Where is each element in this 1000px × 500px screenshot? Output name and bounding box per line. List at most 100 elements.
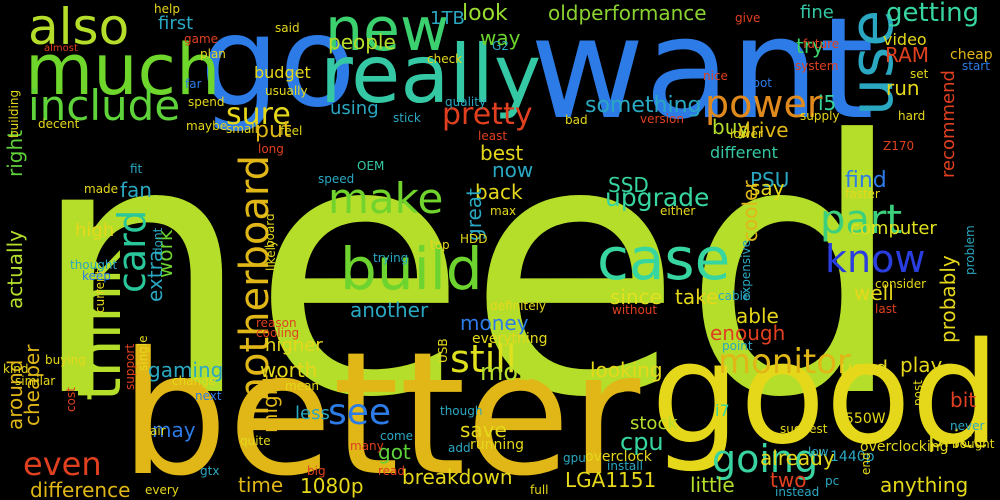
word-enough: enough [710,321,786,345]
word-time: time [238,473,284,497]
word-include: include [28,81,181,130]
word-people: people [328,30,396,54]
word-used: used [840,356,889,380]
word-difference: difference [30,478,131,500]
word-back: back [475,180,523,204]
word-see: see [328,392,392,433]
word-video: video [883,30,927,49]
word-bit: bit [950,388,977,412]
word-high: high [75,220,115,241]
word-sure: sure [226,97,291,132]
word-likely: likely [264,239,278,271]
word-breakdown: breakdown [402,465,513,489]
word-speed: speed [318,172,355,186]
word-put: put [255,118,292,143]
word-find: find [845,168,887,193]
word-now: now [492,158,534,182]
word-ssd: SSD [608,173,649,197]
word-less: less [295,403,330,424]
word-monitor: monitor [718,342,852,382]
word-building: building [7,89,21,138]
word-usb: USB [436,338,450,363]
word-small: small [226,122,258,136]
word-add: add [448,441,471,455]
word-gaming: gaming [148,358,224,382]
word-trying: trying [373,251,409,265]
word-upgrade: upgrade [605,183,710,212]
word-lower: lower [730,127,763,141]
word-another: another [350,298,429,322]
word-550w: 550W [845,411,886,427]
word-take: take [675,285,719,309]
word-save: save [460,418,507,442]
word-i7: i7 [715,401,730,420]
word-feel: feel [280,124,303,138]
word-cooling: cooling [256,326,300,340]
word-far: far [185,77,202,91]
word-spend: spend [188,95,225,109]
word-best: best [480,141,524,165]
word-z170: Z170 [883,139,915,153]
word-install: install [607,459,643,473]
word-little: little [690,473,735,497]
word-hdd: HDD [460,232,488,246]
word-gtx: gtx [200,464,220,478]
word-low: low [808,445,829,459]
word-faster: faster [845,187,880,201]
word-fan: fan [120,178,152,202]
word-usually: usually [265,84,308,98]
word-max: max [490,204,517,218]
word-good: good [650,313,1000,476]
word-build: build [340,235,483,303]
word-way: way [480,26,521,50]
word-nice: nice [703,69,728,83]
word-gpu: gpu [563,451,586,465]
word-air: air [150,424,166,438]
word-budget: budget [254,63,311,82]
word-reason: reason [256,316,297,330]
word-recommend: recommend [938,70,959,178]
word-help: help [154,2,180,16]
word-hard: hard [898,109,926,123]
word-different: different [710,143,778,162]
word-point: point [722,339,753,353]
word-dont: dont [151,227,165,255]
word-version: version [640,112,684,126]
word-1440p: 1440p [830,449,875,465]
word-money: money [460,311,529,335]
word-i5: i5 [818,91,837,115]
word-psu: PSU [750,168,790,192]
word-suggest: suggest [780,422,828,436]
word-pretty: pretty [442,97,533,132]
word-two: two [770,468,807,492]
word-1080p: 1080p [300,474,364,498]
word-1tb: 1TB [430,8,465,29]
word-ram: RAM [885,43,930,67]
word-looking: looking [590,358,663,382]
word-said: said [275,21,300,35]
word-start: start [962,59,990,73]
word-first: first [158,13,194,34]
word-try: try [796,34,824,58]
word-oem: OEM [357,159,385,173]
word-buying: buying [45,353,86,367]
word-using: using [330,98,379,119]
word-though: though [440,404,483,418]
word-cable: cable [718,289,751,303]
word-since: since [610,285,662,309]
word-full: full [530,483,549,497]
word-still: still [450,337,517,381]
word-last: last [875,302,897,316]
word-computer: computer [850,218,937,239]
word-decent: decent [38,117,80,131]
word-probably: probably [936,255,960,343]
word-higher: higher [265,335,323,356]
word-kind: kind [3,362,29,376]
word-pc: pc [825,474,840,488]
word-worth: worth [260,358,318,382]
word-running: running [470,437,525,453]
word-may: may [152,418,196,442]
word-game: game [184,32,219,46]
word-least: least [478,129,508,143]
